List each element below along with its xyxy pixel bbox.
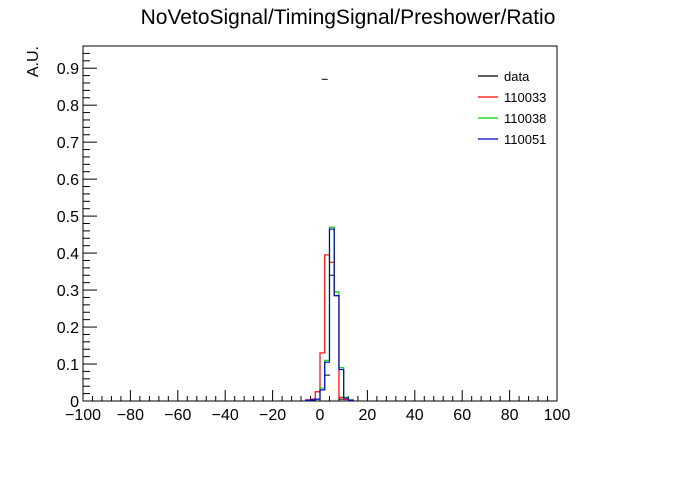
y-tick-label: 0.9 — [57, 61, 79, 78]
y-axis-tick-labels: 0 0.1 0.2 0.3 0.4 0.5 0.6 0.7 0.8 0.9 — [57, 61, 79, 411]
legend-label-110033: 110033 — [504, 90, 546, 105]
x-tick-label: −60 — [164, 407, 191, 424]
y-tick-label: 0.1 — [57, 357, 79, 374]
x-axis-ticks — [82, 390, 558, 401]
y-tick-label: 0.6 — [57, 172, 79, 189]
x-tick-label: −40 — [212, 407, 239, 424]
x-axis-tick-labels: −100 −80 −60 −40 −20 0 20 40 60 80 100 — [65, 407, 570, 424]
x-tick-label: −20 — [259, 407, 286, 424]
legend: data 110033 110038 110051 — [478, 69, 546, 147]
legend-label-data: data — [504, 69, 530, 84]
x-tick-label: 80 — [501, 407, 519, 424]
x-tick-label: 60 — [453, 407, 471, 424]
legend-label-110051: 110051 — [504, 132, 546, 147]
legend-label-110038: 110038 — [504, 111, 546, 126]
y-tick-label: 0.7 — [57, 135, 79, 152]
x-tick-label: −100 — [65, 407, 101, 424]
y-axis-label: A.U. — [25, 46, 42, 77]
x-tick-label: −80 — [117, 407, 144, 424]
y-axis-ticks — [83, 45, 97, 402]
x-tick-label: 100 — [544, 407, 571, 424]
y-tick-label: 0.8 — [57, 98, 79, 115]
series-110051-histogram — [305, 228, 354, 401]
x-tick-label: 40 — [406, 407, 424, 424]
y-tick-label: 0.4 — [57, 246, 79, 263]
x-tick-label: 0 — [316, 407, 325, 424]
series-layer — [305, 78, 354, 401]
x-tick-label: 20 — [359, 407, 377, 424]
y-tick-label: 0 — [70, 394, 79, 411]
y-tick-label: 0.5 — [57, 209, 79, 226]
chart-title: NoVetoSignal/TimingSignal/Preshower/Rati… — [141, 6, 556, 29]
y-tick-label: 0.3 — [57, 283, 79, 300]
y-tick-label: 0.2 — [57, 320, 79, 337]
